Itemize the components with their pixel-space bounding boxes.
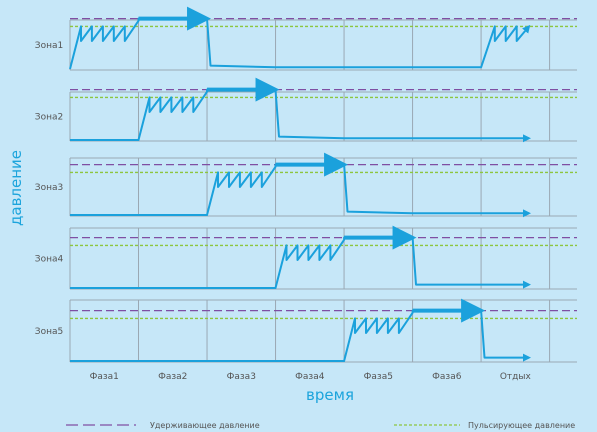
- x-tick-label: Фаза5: [364, 372, 393, 382]
- zone-label: Зона3: [35, 183, 63, 193]
- y-axis-title: давление: [7, 150, 25, 226]
- x-tick-label: Фаза2: [158, 372, 187, 382]
- pressure-series-line: [70, 88, 531, 143]
- x-tick-label: Отдых: [500, 372, 532, 382]
- zone-panel: Зона1: [35, 6, 577, 71]
- x-tick-label: Фаза1: [90, 372, 119, 382]
- zone-panel: Зона5: [35, 298, 577, 363]
- zone-panel: Зона4: [35, 225, 577, 290]
- zone-panel: Зона3: [35, 152, 577, 218]
- zone-label: Зона4: [35, 255, 64, 265]
- x-axis-title: время: [306, 386, 354, 404]
- zone-label: Зона1: [35, 41, 63, 51]
- zone-panel: Зона2: [35, 77, 577, 143]
- pressure-series-line: [70, 163, 531, 218]
- x-tick-label: Фаза3: [227, 372, 256, 382]
- legend-pulse-label: Пульсирующее давление: [468, 421, 575, 430]
- x-tick-label: Фаза4: [295, 372, 325, 382]
- x-tick-label: Фаза6: [432, 372, 462, 382]
- zone-label: Зона5: [35, 327, 63, 337]
- legend-hold-label: Удерживающее давление: [150, 421, 260, 430]
- zone-label: Зона2: [35, 113, 63, 123]
